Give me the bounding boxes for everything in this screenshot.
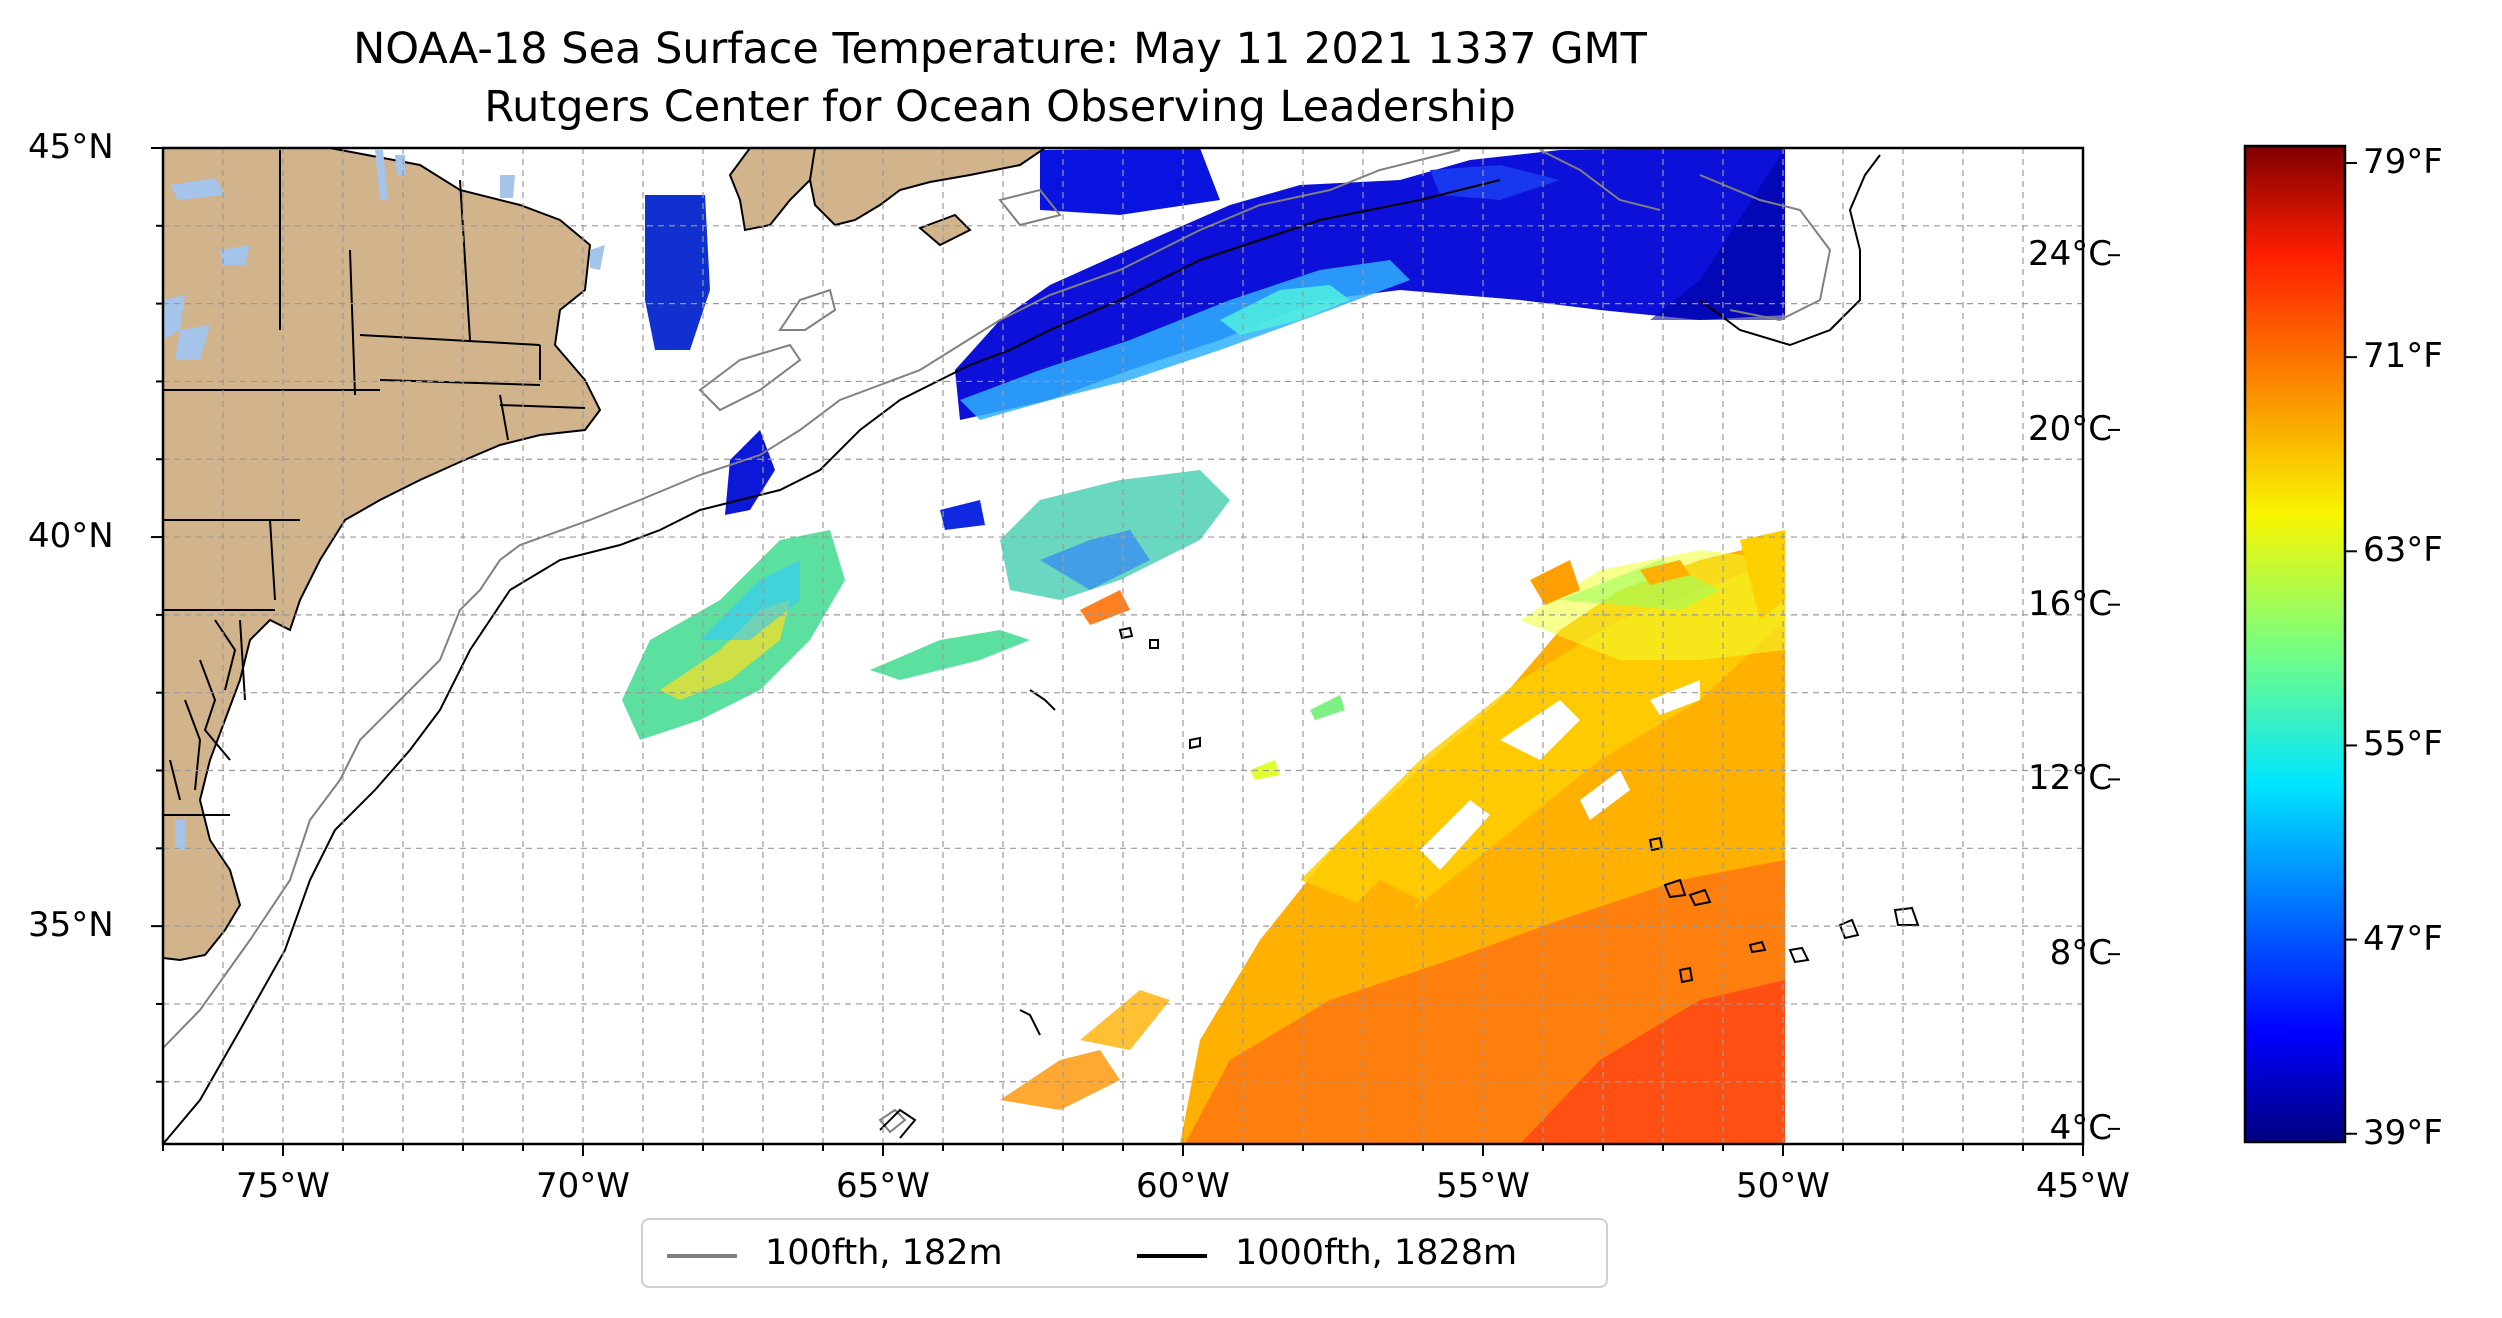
fahrenheit-tick-label: 71°F	[2363, 336, 2443, 377]
lakes	[163, 150, 605, 850]
land-mass	[163, 148, 1047, 962]
legend-label-1000fth: 1000fth, 1828m	[1235, 1233, 1518, 1273]
lon-tick-label: 50°W	[1736, 1166, 1830, 1206]
legend-line-1000fth	[1137, 1254, 1207, 1258]
fahrenheit-tick-label: 63°F	[2363, 530, 2443, 571]
chart-title: NOAA-18 Sea Surface Temperature: May 11 …	[353, 24, 1647, 74]
state-borders	[163, 150, 586, 816]
map-panel	[163, 148, 2083, 1144]
fahrenheit-tick-label: 79°F	[2363, 141, 2443, 182]
lon-tick-label: 65°W	[836, 1166, 930, 1206]
lon-tick-label: 70°W	[536, 1166, 630, 1206]
colorbar-gradient	[2243, 144, 2347, 1144]
isobath-1000fth	[163, 154, 1920, 1144]
axis-tick-marks	[151, 147, 2084, 1156]
lon-tick-label: 75°W	[236, 1166, 330, 1206]
colorbar	[2108, 144, 2357, 1144]
legend: 100fth, 182m 1000fth, 1828m	[641, 1218, 1608, 1288]
gridlines	[163, 148, 2083, 1144]
chart-subtitle: Rutgers Center for Ocean Observing Leade…	[484, 82, 1516, 132]
fahrenheit-tick-label: 39°F	[2363, 1112, 2443, 1153]
lat-tick-label: 40°N	[28, 516, 114, 557]
fahrenheit-tick-label: 55°F	[2363, 724, 2443, 765]
sst-cold-north	[645, 148, 1785, 530]
lon-tick-label: 60°W	[1136, 1166, 1230, 1206]
lat-tick-label: 35°N	[28, 905, 114, 946]
lon-tick-label: 55°W	[1436, 1166, 1530, 1206]
lat-tick-label: 45°N	[28, 127, 114, 167]
fahrenheit-tick-label: 47°F	[2363, 918, 2443, 959]
colorbar-tick-marks	[2108, 161, 2357, 1135]
sst-cool-patches	[622, 470, 1345, 780]
lon-tick-label: 45°W	[2036, 1166, 2130, 1206]
isobath-100fth	[163, 149, 1832, 1134]
legend-line-100fth	[667, 1254, 737, 1258]
rivers-and-bays	[169, 619, 237, 801]
legend-label-100fth: 100fth, 182m	[765, 1233, 1003, 1273]
